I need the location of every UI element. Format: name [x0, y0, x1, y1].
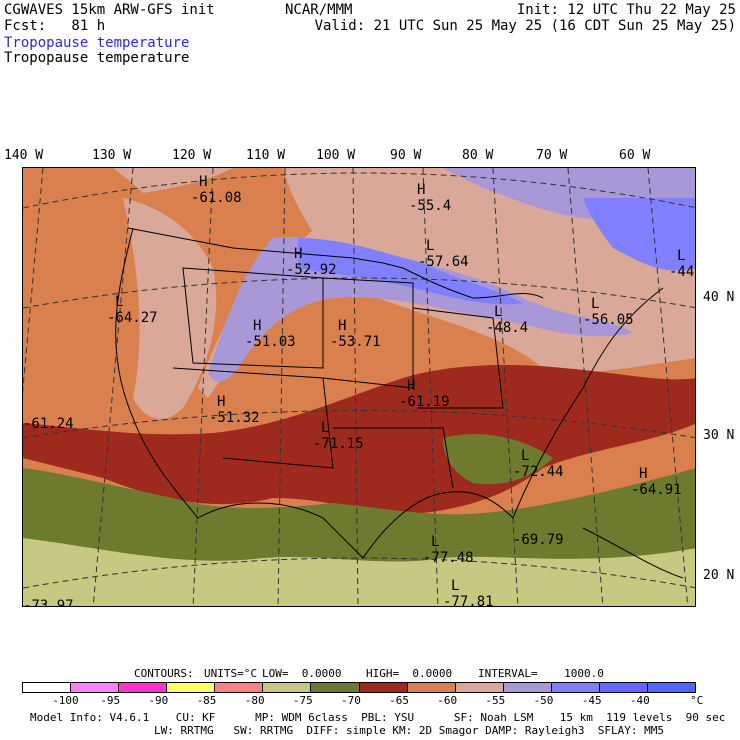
- legend-tick: -40: [629, 694, 650, 707]
- extremum-value: -44.9: [669, 264, 696, 280]
- legend-tick: -55: [485, 694, 506, 707]
- extremum-value: -77.48: [423, 550, 474, 566]
- model-info: Model Info: V4.6.1 CU: KF MP: WDM 6class…: [30, 711, 726, 724]
- extremum-value: -64.27: [107, 310, 158, 326]
- lon-label: 70 W: [536, 148, 568, 163]
- legend-tick: -100: [52, 694, 79, 707]
- legend-swatch: [167, 683, 216, 692]
- legend-tick: -50: [533, 694, 554, 707]
- legend-swatch: [263, 683, 312, 692]
- high-label: HIGH= 0.0000: [366, 667, 453, 680]
- high-marker: H: [338, 318, 346, 334]
- high-marker: H: [253, 318, 261, 334]
- init-time: Init: 12 UTC Thu 22 May 25: [516, 2, 736, 18]
- lat-label: 20 N: [703, 568, 735, 583]
- legend-swatch: [23, 683, 72, 692]
- extremum-value: -52.92: [286, 262, 337, 278]
- model-title: CGWAVES 15km ARW-GFS init: [4, 2, 215, 18]
- low-marker: L: [451, 578, 459, 594]
- field-title-colored: Tropopause temperature: [4, 35, 190, 51]
- extremum-value: -53.71: [330, 334, 381, 350]
- extremum-value: -77.81: [443, 594, 494, 607]
- extremum-value: -51.32: [209, 410, 260, 426]
- low-label: LOW= 0.0000: [262, 667, 342, 680]
- legend-swatch: [503, 683, 552, 692]
- low-marker: L: [115, 294, 123, 310]
- extremum-value: -61.19: [399, 394, 450, 410]
- extremum-value: -72.44: [513, 464, 564, 480]
- interval-label: INTERVAL= 1000.0: [478, 667, 604, 680]
- extremum-value: -71.15: [313, 436, 364, 452]
- color-legend: [22, 682, 696, 693]
- extremum-value: -61.24: [23, 416, 74, 432]
- low-marker: L: [494, 304, 502, 320]
- high-marker: H: [407, 378, 415, 394]
- forecast-hour: Fcst: 81 h: [4, 18, 106, 34]
- legend-swatch: [215, 683, 264, 692]
- extremum-value: -56.05: [583, 312, 634, 328]
- lon-label: 60 W: [619, 148, 651, 163]
- high-marker: H: [199, 174, 207, 190]
- legend-tick: -65: [389, 694, 410, 707]
- tropopause-map: H-61.08H-55.4L-57.64H-52.92L-44.9L-64.27…: [23, 168, 696, 607]
- legend-swatch: [455, 683, 504, 692]
- lat-label: 30 N: [703, 428, 735, 443]
- legend-swatch: [648, 683, 696, 692]
- high-marker: H: [417, 182, 425, 198]
- extremum-value: -61.08: [191, 190, 242, 206]
- extremum-value: -69.79: [513, 532, 564, 548]
- legend-swatch: [71, 683, 120, 692]
- contours-label: CONTOURS:: [134, 667, 194, 680]
- lon-label: 140 W: [4, 148, 44, 163]
- low-marker: L: [426, 238, 434, 254]
- legend-swatch: [599, 683, 649, 692]
- extremum-value: -73.97: [23, 598, 74, 607]
- lon-label: 90 W: [390, 148, 422, 163]
- extremum-value: -64.91: [631, 482, 682, 498]
- legend-unit: °C: [690, 694, 704, 707]
- lat-label: 40 N: [703, 290, 735, 305]
- units-label: UNITS=°C: [204, 667, 257, 680]
- low-marker: L: [431, 534, 439, 550]
- legend-tick: -45: [581, 694, 602, 707]
- legend-swatch: [359, 683, 408, 692]
- low-marker: L: [321, 420, 329, 436]
- legend-tick: -90: [148, 694, 169, 707]
- legend-tick: -70: [341, 694, 361, 707]
- lon-label: 110 W: [246, 148, 286, 163]
- legend-tick: -60: [437, 694, 458, 707]
- extremum-value: -55.4: [409, 198, 451, 214]
- center-name: NCAR/MMM: [285, 2, 353, 18]
- extremum-value: -51.03: [245, 334, 296, 350]
- extremum-value: -57.64: [418, 254, 469, 270]
- extremum-value: -48.4: [486, 320, 528, 336]
- lon-label: 120 W: [172, 148, 212, 163]
- high-marker: H: [639, 466, 647, 482]
- legend-swatch: [119, 683, 168, 692]
- field-title-black: Tropopause temperature: [4, 50, 190, 66]
- legend-swatch: [311, 683, 360, 692]
- physics-info: LW: RRTMG SW: RRTMG DIFF: simple KM: 2D …: [154, 724, 664, 737]
- legend-tick: -80: [244, 694, 265, 707]
- map-panel: H-61.08H-55.4L-57.64H-52.92L-44.9L-64.27…: [22, 167, 696, 607]
- legend-swatch: [551, 683, 600, 692]
- legend-swatch: [407, 683, 456, 692]
- legend-tick: -85: [196, 694, 217, 707]
- high-marker: H: [217, 394, 225, 410]
- high-marker: H: [294, 246, 302, 262]
- valid-time: Valid: 21 UTC Sun 25 May 25 (16 CDT Sun …: [314, 18, 736, 34]
- lon-label: 80 W: [462, 148, 494, 163]
- legend-tick: -95: [100, 694, 121, 707]
- low-marker: L: [591, 296, 599, 312]
- legend-tick: -75: [292, 694, 313, 707]
- lon-label: 130 W: [92, 148, 132, 163]
- low-marker: L: [677, 248, 685, 264]
- lon-label: 100 W: [316, 148, 356, 163]
- low-marker: L: [521, 448, 529, 464]
